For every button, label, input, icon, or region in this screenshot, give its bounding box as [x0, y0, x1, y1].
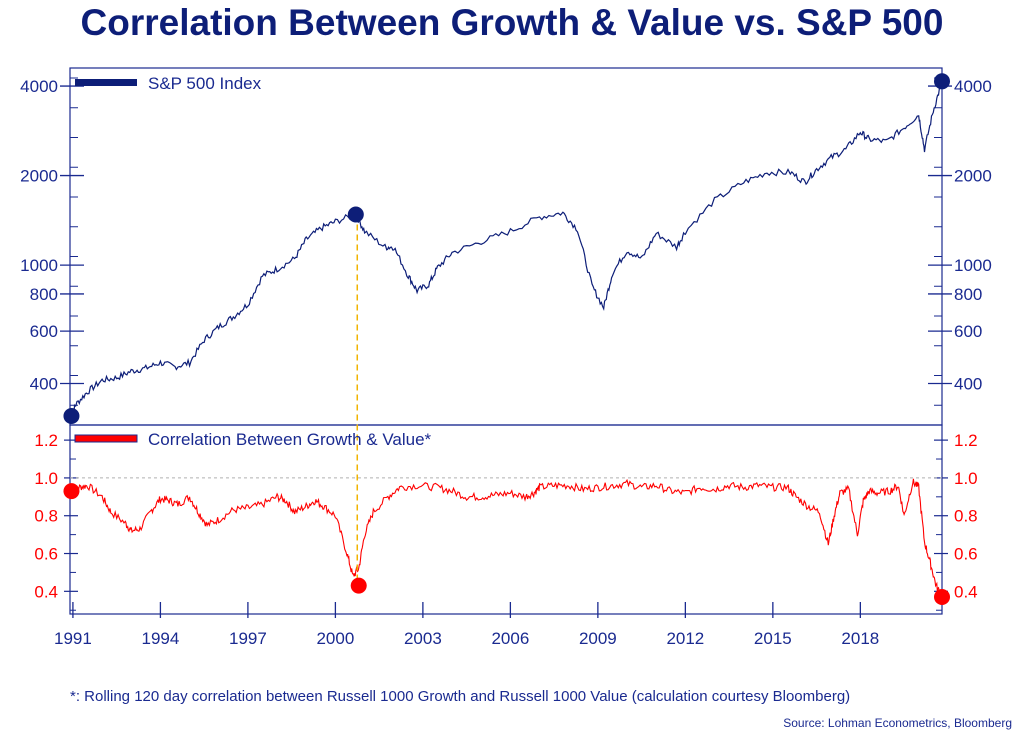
marker-layer — [63, 73, 950, 605]
frame-layer — [69, 67, 943, 615]
sp500-marker — [934, 73, 950, 90]
sp500-ytick-label-left: 400 — [30, 374, 58, 393]
sp500-ytick-label-right: 2000 — [954, 167, 992, 186]
corr-ytick-label-right: 0.8 — [954, 507, 978, 526]
sp500-ytick-label-right: 800 — [954, 285, 982, 304]
x-tick-label: 2012 — [666, 629, 704, 648]
sp500-ytick-label-left: 1000 — [20, 256, 58, 275]
corr-ytick-label-right: 0.4 — [954, 582, 978, 601]
chart-title: Correlation Between Growth & Value vs. S… — [80, 2, 944, 43]
corr-ytick-label-left: 0.6 — [34, 545, 58, 564]
corr-ytick-label-right: 1.2 — [954, 431, 978, 450]
x-tick-label: 2009 — [579, 629, 617, 648]
sp500-marker — [63, 407, 80, 424]
correlation-legend-swatch — [74, 434, 138, 443]
sp500-ytick-label-left: 2000 — [20, 167, 58, 186]
corr-ytick-label-left: 0.8 — [34, 507, 58, 526]
correlation-panel-frame — [69, 424, 943, 615]
sp500-panel-frame — [69, 67, 943, 426]
sp500-ytick-label-right: 400 — [954, 374, 982, 393]
x-tick-label: 1997 — [229, 629, 267, 648]
series-layer — [70, 80, 943, 599]
x-tick-label: 1991 — [54, 629, 92, 648]
x-tick-label: 2000 — [316, 629, 354, 648]
corr-ytick-label-right: 0.6 — [954, 545, 978, 564]
correlation-line — [71, 478, 943, 599]
footnote: *: Rolling 120 day correlation between R… — [70, 688, 851, 705]
correlation-marker — [934, 588, 950, 605]
correlation-legend-label: Correlation Between Growth & Value* — [148, 430, 432, 449]
x-tick-label: 2018 — [841, 629, 879, 648]
sp500-ytick-label-left: 4000 — [20, 77, 58, 96]
sp500-ytick-label-left: 800 — [30, 285, 58, 304]
x-tick-label: 2015 — [754, 629, 792, 648]
sp500-line — [70, 80, 943, 417]
sp500-ytick-label-right: 1000 — [954, 256, 992, 275]
sp500-ytick-label-right: 4000 — [954, 77, 992, 96]
grid-layer — [60, 85, 952, 618]
correlation-marker — [63, 483, 80, 500]
x-tick-label: 2003 — [404, 629, 442, 648]
correlation-marker — [350, 577, 367, 594]
sp500-legend-swatch — [75, 79, 137, 86]
sp500-legend-label: S&P 500 Index — [148, 74, 262, 93]
corr-ytick-label-right: 1.0 — [954, 469, 978, 488]
sp500-marker — [347, 206, 364, 223]
label-layer: 4000 4000 2000 2000 1000 1000 800 800 600 600 400 4… — [20, 74, 992, 648]
corr-ytick-label-left: 1.2 — [34, 431, 58, 450]
x-tick-label: 1994 — [141, 629, 179, 648]
source-credit: Source: Lohman Econometrics, Bloomberg — [783, 716, 1012, 730]
corr-ytick-label-left: 0.4 — [34, 582, 58, 601]
corr-ytick-label-left: 1.0 — [34, 469, 58, 488]
x-tick-label: 2006 — [491, 629, 529, 648]
sp500-ytick-label-right: 600 — [954, 322, 982, 341]
sp500-ytick-label-left: 600 — [30, 322, 58, 341]
